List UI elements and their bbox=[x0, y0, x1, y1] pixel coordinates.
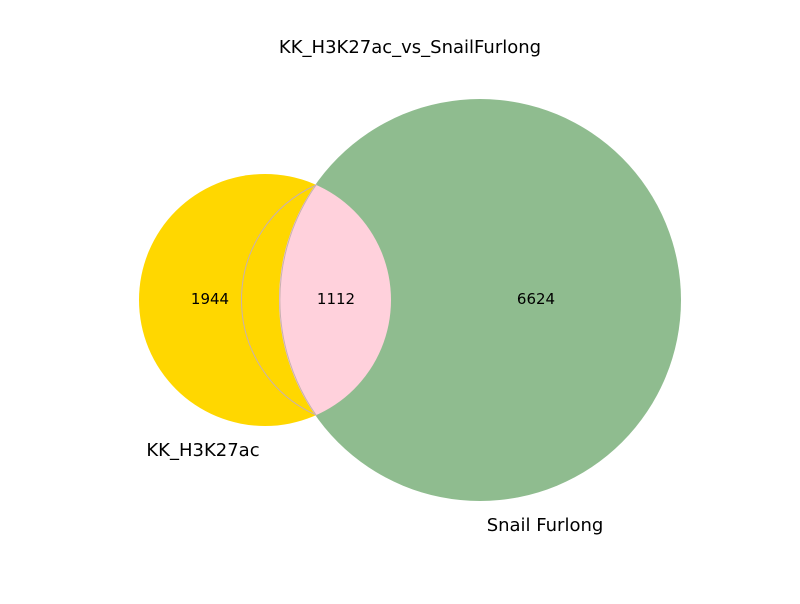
set-a-label: KK_H3K27ac bbox=[146, 440, 259, 461]
intersection-count: 1112 bbox=[317, 290, 355, 308]
intersection-border bbox=[241, 183, 318, 417]
set-a-only-count: 1944 bbox=[191, 290, 229, 308]
set-b-label: Snail Furlong bbox=[487, 515, 604, 536]
set-b-circle bbox=[279, 99, 681, 501]
set-b-only-count: 6624 bbox=[517, 290, 555, 308]
chart-title: KK_H3K27ac_vs_SnailFurlong bbox=[279, 37, 541, 58]
